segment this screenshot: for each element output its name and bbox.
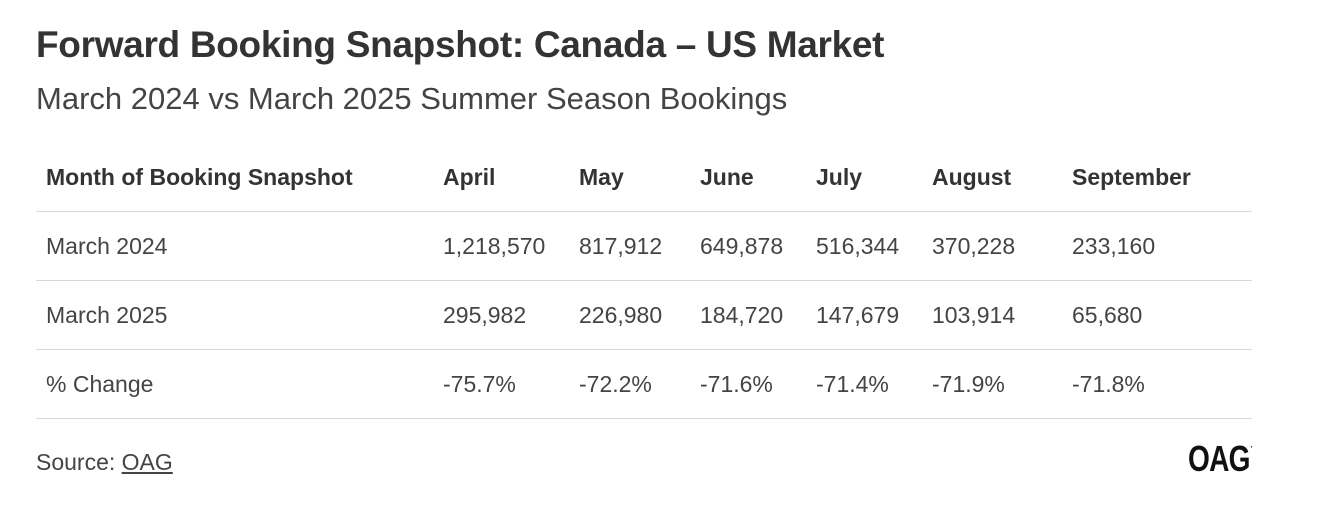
source-link[interactable]: OAG: [121, 449, 173, 475]
table-cell: -72.2%: [579, 370, 652, 397]
table-cell: 1,218,570: [443, 232, 546, 259]
table-cell: -71.6%: [700, 370, 773, 397]
header-cell: May: [579, 163, 624, 190]
row-label: March 2025: [46, 301, 168, 328]
table-cell: -75.7%: [443, 370, 516, 397]
header-cell: April: [443, 163, 496, 190]
header-cell: June: [700, 163, 754, 190]
table-cell: 817,912: [579, 232, 663, 259]
table-cell: 295,982: [443, 301, 527, 328]
source-label: Source:: [36, 449, 122, 475]
logo-mark: ·: [1250, 442, 1252, 452]
row-label: % Change: [46, 370, 154, 397]
header-cell: July: [816, 163, 863, 190]
booking-table: Month of Booking Snapshot April May June…: [36, 143, 1252, 419]
header-cell: Month of Booking Snapshot: [46, 163, 353, 190]
header-cell: August: [932, 163, 1012, 190]
table-cell: -71.4%: [816, 370, 889, 397]
oag-logo: OAG·: [1188, 438, 1253, 480]
table-row: March 2025 295,982 226,980 184,720 147,6…: [36, 281, 1252, 350]
row-label: March 2024: [46, 232, 168, 259]
table-row: % Change -75.7% -72.2% -71.6% -71.4% -71…: [36, 350, 1252, 419]
source-note: Source: OAG: [36, 449, 173, 476]
logo-text: OAG: [1188, 438, 1250, 479]
chart-title: Forward Booking Snapshot: Canada – US Ma…: [36, 24, 885, 65]
table-cell: 233,160: [1072, 232, 1156, 259]
table-cell: 370,228: [932, 232, 1016, 259]
table-cell: 226,980: [579, 301, 663, 328]
table-cell: -71.9%: [932, 370, 1005, 397]
table-cell: 147,679: [816, 301, 900, 328]
table-cell: 65,680: [1072, 301, 1143, 328]
table-cell: 184,720: [700, 301, 784, 328]
table-cell: 103,914: [932, 301, 1016, 328]
chart-subtitle: March 2024 vs March 2025 Summer Season B…: [36, 81, 788, 116]
table-cell: -71.8%: [1072, 370, 1145, 397]
table-row: March 2024 1,218,570 817,912 649,878 516…: [36, 212, 1252, 281]
table-cell: 516,344: [816, 232, 900, 259]
table-header-row: Month of Booking Snapshot April May June…: [36, 143, 1252, 212]
header-cell: September: [1072, 163, 1191, 190]
table-cell: 649,878: [700, 232, 784, 259]
